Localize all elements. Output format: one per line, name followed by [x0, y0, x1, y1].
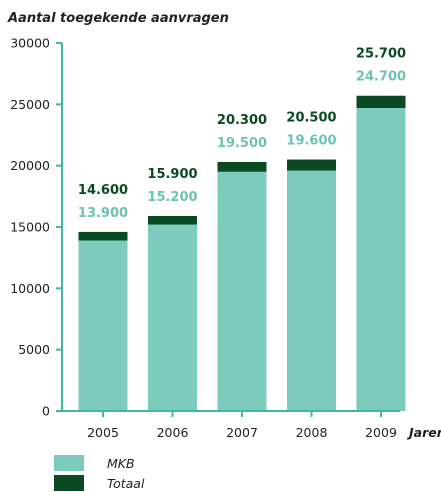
bar-mkb-2006: [148, 224, 197, 411]
x-axis-title: Jaren: [406, 425, 441, 440]
total-value-label: 25.700: [356, 47, 406, 62]
y-tick-label: 30000: [10, 36, 50, 51]
bar-mkb-2009: [356, 108, 406, 411]
bar-totaal-2005: [78, 231, 128, 241]
bar-mkb-2008: [287, 170, 336, 411]
y-tick-label: 25000: [10, 97, 50, 112]
legend-label-mkb: MKB: [107, 456, 135, 471]
y-tick-label: 10000: [10, 281, 50, 296]
legend-swatch-mkb: [54, 455, 84, 471]
x-tick-label: 2006: [157, 425, 189, 440]
mkb-value-label: 19.500: [217, 136, 267, 151]
total-value-label: 14.600: [78, 183, 128, 198]
mkb-value-label: 19.600: [286, 134, 336, 149]
mkb-value-label: 13.900: [78, 206, 128, 221]
total-value-label: 15.900: [147, 167, 197, 182]
y-axis-ticks: 0 5000 10000 15000 20000 25000 30000: [10, 36, 62, 419]
total-value-label: 20.500: [286, 111, 336, 126]
y-tick-label: 0: [42, 404, 50, 419]
legend-swatch-totaal: [54, 475, 84, 491]
y-tick-label: 20000: [10, 158, 50, 173]
y-tick-label: 15000: [10, 220, 50, 235]
x-tick-label: 2008: [296, 425, 328, 440]
mkb-value-label: 24.700: [356, 70, 406, 85]
x-tick-label: 2005: [87, 425, 119, 440]
bar-totaal-2009: [356, 95, 406, 109]
total-value-label: 20.300: [217, 113, 267, 128]
x-tick-label: 2007: [226, 425, 258, 440]
chart-title: Aantal toegekende aanvragen: [7, 11, 229, 26]
bar-totaal-2008: [287, 159, 336, 171]
bar-totaal-2006: [148, 215, 197, 225]
value-labels: 14.600 13.900 15.900 15.200 20.300 19.500 20.5…: [78, 47, 406, 221]
legend-label-totaal: Totaal: [107, 476, 145, 491]
bar-mkb-2007: [217, 171, 267, 411]
mkb-value-label: 15.200: [147, 190, 197, 205]
bar-totaal-2007: [217, 161, 267, 172]
x-tick-label: 2009: [365, 425, 397, 440]
bar-mkb-2005: [78, 240, 128, 411]
y-tick-label: 5000: [18, 342, 50, 357]
x-axis-ticks: 2005 2006 2007 2008 2009: [87, 411, 397, 440]
bars: [78, 95, 406, 411]
legend: MKB Totaal: [54, 455, 145, 491]
